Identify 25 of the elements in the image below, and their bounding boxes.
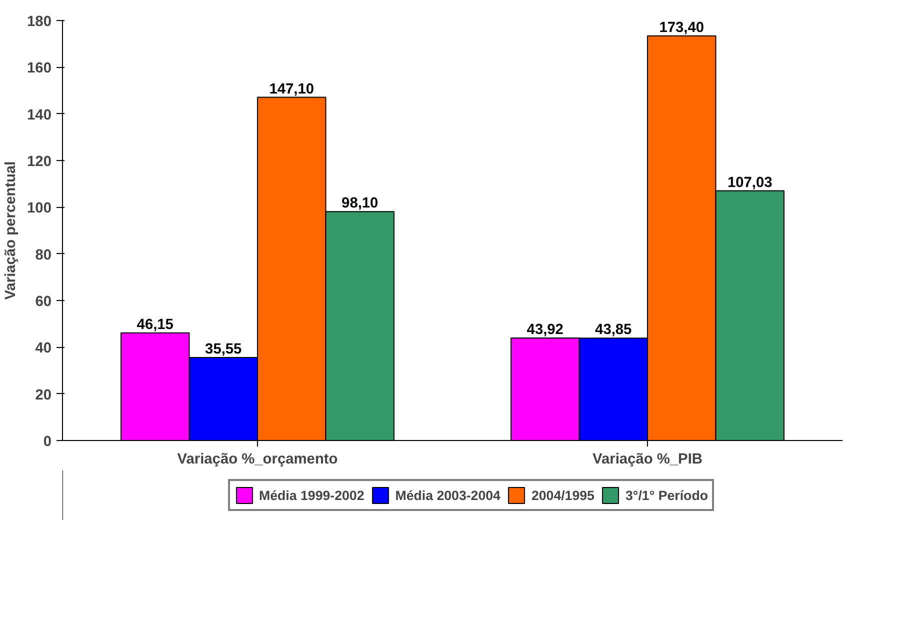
data-label: 98,10 <box>342 196 378 212</box>
data-label: 35,55 <box>205 342 242 358</box>
x-tick-label: Variação %_PIB <box>592 452 703 468</box>
data-label: 147,10 <box>269 81 314 98</box>
x-tick-label: Variação %_orçamento <box>177 452 338 468</box>
data-label: 173,40 <box>659 20 704 36</box>
y-axis-title: Variação percentual <box>3 161 20 300</box>
legend-label: 3°/1° Período <box>625 488 708 502</box>
y-tick-label: 20 <box>35 387 52 404</box>
y-tick-label: 180 <box>27 14 52 30</box>
y-tick-label: 0 <box>43 434 52 450</box>
legend-label: Média 2003-2004 <box>395 488 500 502</box>
y-tick-label: 120 <box>27 154 52 170</box>
y-tick-label: 40 <box>35 340 52 357</box>
data-label: 46,15 <box>136 316 174 333</box>
y-tick-label: 160 <box>27 60 52 77</box>
y-tick-label: 100 <box>27 200 52 217</box>
data-label: 43,92 <box>526 322 564 338</box>
data-label: 43,85 <box>595 322 632 338</box>
y-tick-label: 140 <box>27 107 52 124</box>
y-tick-label: 80 <box>35 247 52 264</box>
legend-label: Média 1999-2002 <box>259 488 364 502</box>
data-label: 107,03 <box>727 174 772 191</box>
legend-label: 2004/1995 <box>531 488 594 502</box>
y-tick-label: 60 <box>35 294 52 310</box>
